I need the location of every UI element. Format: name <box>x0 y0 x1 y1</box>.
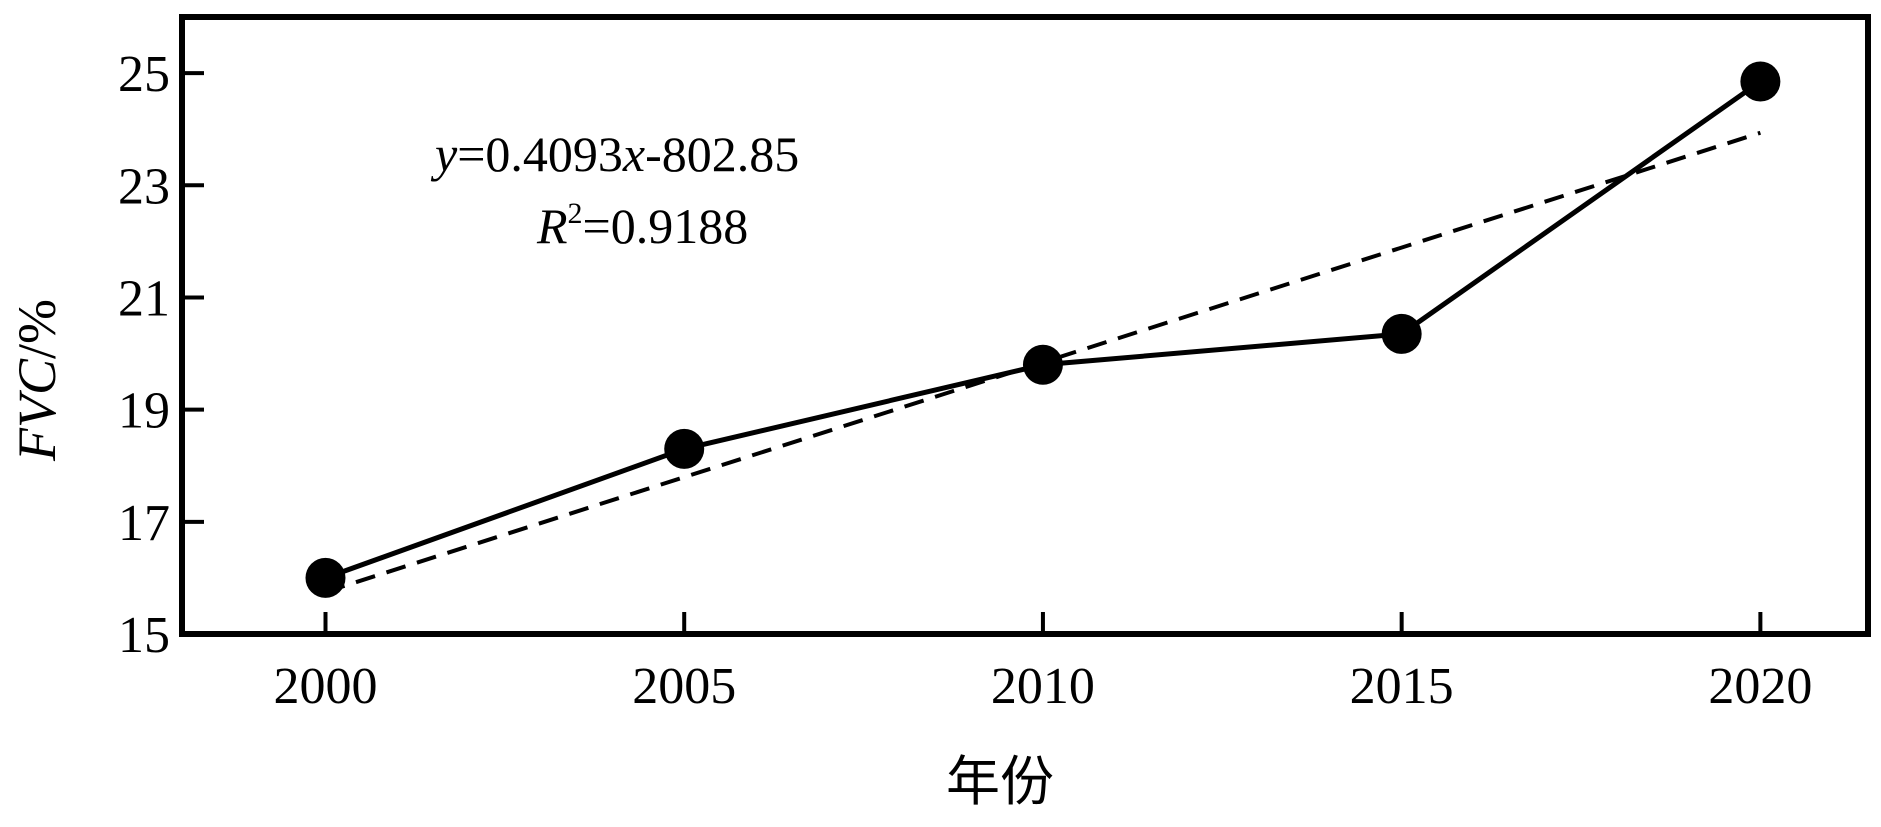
data-markers <box>305 61 1781 598</box>
equation-x: x <box>622 126 645 182</box>
x-tick-label: 2000 <box>273 658 377 715</box>
r2-r: R <box>536 198 568 254</box>
y-tick-label: 15 <box>118 607 170 664</box>
data-point <box>305 557 346 598</box>
regression-equation: y=0.4093x-802.85 <box>430 126 799 182</box>
r-squared-text: R2=0.9188 <box>536 197 748 254</box>
y-axis-title-unit: /% <box>7 299 67 359</box>
data-point <box>664 428 705 469</box>
r2-superscript: 2 <box>568 197 583 230</box>
y-tick-label: 21 <box>118 270 170 327</box>
data-point <box>1740 61 1781 102</box>
data-point <box>1022 344 1063 385</box>
plot-frame <box>179 14 1871 637</box>
y-axis-title: FVC/% <box>7 299 67 462</box>
y-tick-label: 19 <box>118 383 170 440</box>
y-tick-label: 25 <box>118 46 170 103</box>
y-tick-label: 23 <box>118 158 170 215</box>
x-axis-title: 年份 <box>946 752 1054 812</box>
x-tick-label: 2005 <box>632 658 736 715</box>
y-axis-title-fvc: FVC <box>7 358 67 462</box>
equation-y: y <box>430 126 458 182</box>
equation-intercept: -802.85 <box>645 126 799 182</box>
x-tick-label: 2015 <box>1350 658 1454 715</box>
data-point <box>1381 313 1422 354</box>
x-axis-ticks: 2000 2005 2010 2015 2020 <box>273 612 1812 715</box>
equation-coef: =0.4093 <box>457 126 623 182</box>
x-tick-label: 2010 <box>991 658 1095 715</box>
y-tick-label: 17 <box>118 495 170 552</box>
x-tick-label: 2020 <box>1708 658 1812 715</box>
r2-value: =0.9188 <box>583 198 749 254</box>
y-axis-ticks: 15 17 19 21 23 25 <box>118 46 204 664</box>
